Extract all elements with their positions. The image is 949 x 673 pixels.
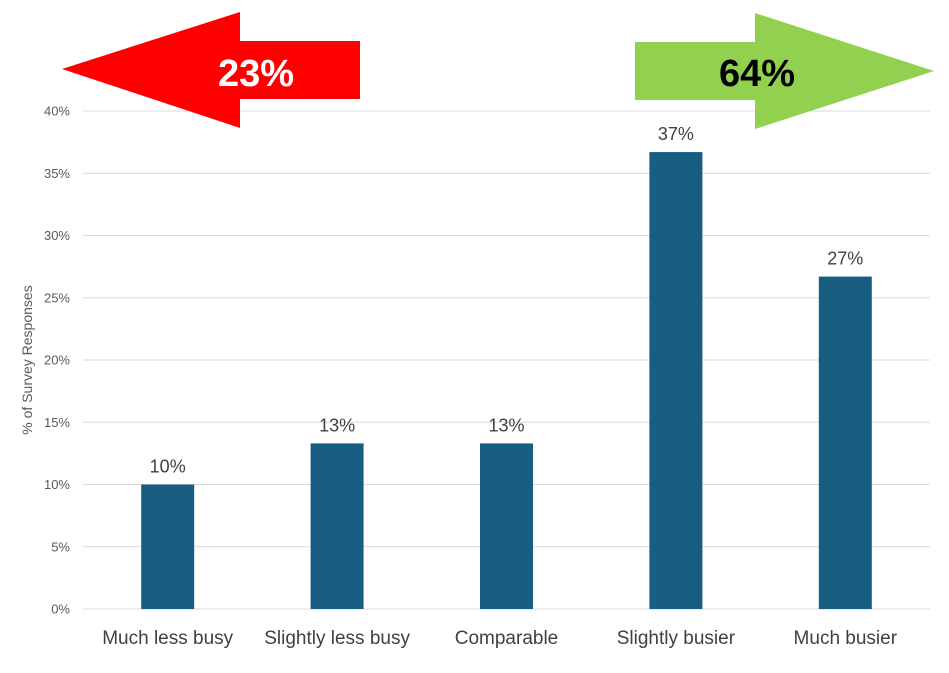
y-tick-label: 10%: [44, 477, 70, 492]
data-label: 27%: [827, 249, 863, 269]
y-tick-label: 15%: [44, 415, 70, 430]
x-axis-categories: Much less busy Slightly less busy Comparab…: [102, 628, 897, 649]
right-arrow-shape: [635, 13, 934, 129]
y-tick-label: 40%: [44, 104, 70, 119]
y-tick-label: 5%: [51, 539, 70, 554]
bar: [310, 443, 364, 609]
y-tick-label: 30%: [44, 228, 70, 243]
less-busy-percent: 23%: [218, 53, 294, 95]
bar: [818, 276, 872, 609]
bar: [141, 484, 195, 609]
y-tick-label: 25%: [44, 290, 70, 305]
bars: [141, 152, 872, 609]
busier-percent: 64%: [719, 53, 795, 95]
y-axis-ticks: 0% 5% 10% 15% 20% 25% 30% 35% 40%: [44, 104, 70, 617]
data-label: 10%: [150, 457, 186, 477]
data-labels: 10% 13% 13% 37% 27%: [150, 124, 864, 476]
data-label: 13%: [488, 415, 524, 435]
y-tick-label: 20%: [44, 353, 70, 368]
category-label: Comparable: [455, 628, 559, 649]
data-label: 13%: [319, 415, 355, 435]
left-arrow-shape: [62, 12, 360, 128]
category-label: Much less busy: [102, 628, 233, 649]
bar: [649, 152, 703, 609]
busier-arrow: 64%: [635, 13, 934, 129]
bar: [480, 443, 533, 609]
y-tick-label: 35%: [44, 166, 70, 181]
category-label: Slightly busier: [617, 628, 736, 649]
less-busy-arrow: 23%: [62, 12, 360, 128]
y-axis-title: % of Survey Responses: [19, 285, 35, 434]
data-label: 37%: [658, 124, 694, 144]
category-label: Slightly less busy: [264, 628, 410, 649]
gridlines: [83, 110, 930, 610]
category-label: Much busier: [794, 628, 898, 649]
y-tick-label: 0%: [51, 602, 70, 617]
